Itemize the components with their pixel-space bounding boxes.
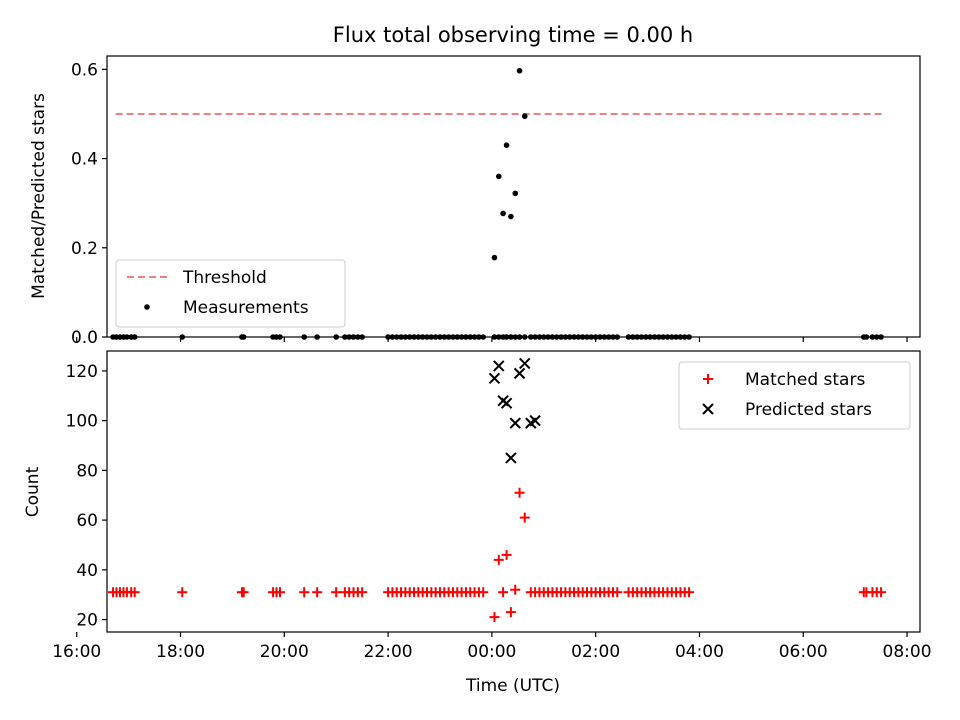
x-tick-label: 22:00: [364, 642, 413, 662]
y-tick-label: 120: [66, 362, 98, 382]
x-tick-label: 20:00: [260, 642, 309, 662]
x-tick-label: 16:00: [52, 642, 101, 662]
x-tick-label: 04:00: [675, 642, 724, 662]
matched-stars-point: [519, 512, 530, 523]
x-axis-label: Time (UTC): [465, 676, 560, 696]
bottom-axes-frame: [106, 350, 921, 633]
matched-stars-point: [177, 587, 188, 598]
bottom-plot-area: [108, 357, 887, 623]
bottom-x-axis-ticks: 16:00 18:00 20:00 22:00 00:00 02:00 04:00 06:00…: [52, 632, 932, 662]
measurements-legend-label: Measurements: [183, 298, 309, 318]
predicted-stars-point: [488, 372, 501, 385]
y-tick-label: 40: [76, 561, 98, 581]
measurements-point: [521, 113, 528, 120]
bottom-y-axis-ticks: 20 40 60 80 100 120: [66, 362, 107, 631]
matched-stars-point: [357, 587, 368, 598]
y-tick-label: 0.6: [71, 60, 98, 80]
top-axes-frame: [106, 55, 921, 338]
predicted-stars-legend-marker: [702, 403, 714, 415]
measurements-legend-marker: [144, 304, 150, 310]
matched-stars-point: [876, 587, 887, 598]
predicted-stars-point: [513, 367, 526, 380]
bottom-legend: Matched stars Predicted stars: [678, 361, 911, 430]
matched-stars-legend-label: Matched stars: [745, 370, 865, 390]
matched-stars-point: [514, 487, 525, 498]
measurements-point: [503, 142, 510, 149]
matched-stars-point: [510, 584, 521, 595]
matched-stars-point: [501, 549, 512, 560]
x-tick-label: 06:00: [779, 642, 828, 662]
y-tick-label: 100: [66, 412, 98, 432]
x-tick-label: 00:00: [467, 642, 516, 662]
matched-stars-point: [299, 587, 310, 598]
top-panel: 0.0 0.2 0.4 0.6 Matched/Predicted stars Thr…: [29, 55, 921, 348]
matched-stars-point: [684, 587, 695, 598]
predicted-stars-point: [529, 414, 541, 427]
measurements-point: [512, 190, 519, 197]
predicted-stars-point: [500, 397, 513, 409]
top-legend-box: [115, 259, 346, 328]
matched-stars-point: [312, 587, 323, 598]
measurements-point: [500, 210, 506, 217]
predicted-stars-point: [505, 452, 517, 464]
measurements-point: [491, 254, 498, 261]
matched-stars-point: [505, 607, 516, 618]
measurements-point: [516, 67, 523, 74]
matched-stars-point: [331, 587, 342, 598]
y-tick-label: 0.4: [71, 150, 98, 170]
chart-title: Flux total observing time = 0.00 h: [333, 23, 693, 47]
predicted-stars-point: [493, 360, 505, 372]
y-tick-label: 0.0: [71, 328, 98, 348]
y-tick-label: 0.2: [71, 239, 98, 259]
predicted-stars-point: [509, 417, 521, 429]
matched-stars-point: [612, 587, 623, 598]
x-tick-label: 18:00: [156, 642, 205, 662]
matched-stars-point: [489, 612, 500, 623]
bottom-legend-box: [678, 361, 911, 430]
y-tick-label: 80: [76, 461, 98, 481]
x-tick-label: 08:00: [883, 642, 932, 662]
top-y-axis-ticks: 0.0 0.2 0.4 0.6: [71, 60, 107, 348]
matched-stars-point: [129, 587, 140, 598]
predicted-stars-legend-label: Predicted stars: [745, 400, 872, 420]
measurements-point: [495, 173, 502, 180]
matched-stars-point: [478, 587, 489, 598]
top-y-axis-label: Matched/Predicted stars: [29, 93, 49, 299]
matched-stars-legend-marker: [703, 374, 713, 384]
matched-stars-point: [274, 587, 285, 598]
matched-stars-point: [238, 587, 249, 598]
bottom-panel: 20 40 60 80 100 120 16:00 18:00 20:00 22:00 00:00…: [23, 350, 932, 696]
x-tick-label: 02:00: [571, 642, 620, 662]
bottom-y-axis-label: Count: [23, 466, 43, 517]
predicted-stars-point: [519, 357, 531, 370]
matched-stars-point: [498, 587, 509, 598]
measurements-point: [508, 213, 514, 220]
y-tick-label: 20: [76, 611, 98, 631]
y-tick-label: 60: [76, 511, 98, 531]
matched-stars-point: [493, 554, 504, 565]
threshold-legend-label: Threshold: [182, 268, 267, 288]
top-legend: Threshold Measurements: [115, 259, 346, 328]
